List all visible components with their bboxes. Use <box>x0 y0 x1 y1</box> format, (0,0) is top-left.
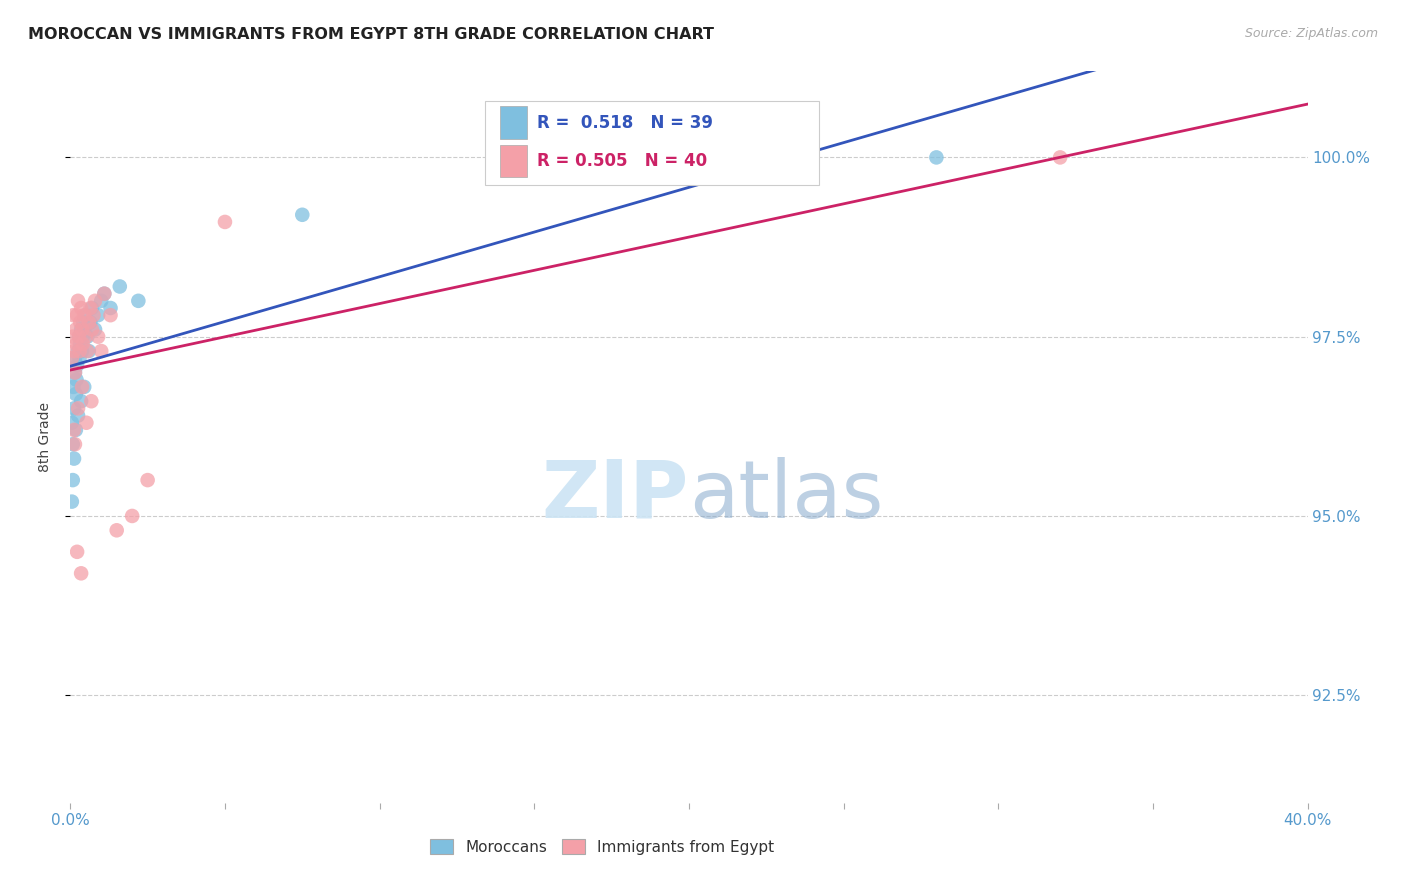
Point <box>84 293 107 308</box>
Point <box>60 351 83 366</box>
Point <box>77 344 100 359</box>
Point <box>60 416 83 430</box>
Point <box>70 344 93 359</box>
Point <box>70 394 93 409</box>
Text: atlas: atlas <box>689 457 883 534</box>
FancyBboxPatch shape <box>499 106 527 138</box>
Point <box>60 494 83 508</box>
Point <box>136 473 159 487</box>
Point <box>80 322 103 336</box>
Point <box>76 329 98 343</box>
Point <box>100 308 122 322</box>
Point <box>65 423 87 437</box>
Point <box>65 373 87 387</box>
Point <box>66 359 89 373</box>
Point <box>62 308 84 322</box>
Point <box>72 315 94 329</box>
Point <box>63 423 86 437</box>
Point <box>121 508 143 523</box>
Point <box>70 322 93 336</box>
Point <box>67 293 90 308</box>
Point <box>72 336 94 351</box>
Point <box>73 380 96 394</box>
Point <box>72 329 94 343</box>
Legend: Moroccans, Immigrants from Egypt: Moroccans, Immigrants from Egypt <box>425 833 780 861</box>
Point <box>69 344 91 359</box>
Y-axis label: 8th Grade: 8th Grade <box>38 402 52 472</box>
Point <box>70 301 93 315</box>
Point <box>79 301 101 315</box>
Point <box>73 322 96 336</box>
Point <box>90 293 112 308</box>
Point <box>214 215 236 229</box>
Point <box>63 366 86 380</box>
Point <box>82 308 105 322</box>
Point <box>108 279 131 293</box>
Point <box>75 416 97 430</box>
Text: ZIP: ZIP <box>541 457 689 534</box>
Point <box>93 286 115 301</box>
Point <box>75 329 97 343</box>
Point <box>90 344 112 359</box>
Point <box>93 286 115 301</box>
Point <box>69 315 91 329</box>
Point <box>65 322 87 336</box>
Point <box>66 545 89 559</box>
Text: R = 0.505   N = 40: R = 0.505 N = 40 <box>537 153 707 170</box>
Point <box>77 315 100 329</box>
FancyBboxPatch shape <box>499 145 527 178</box>
Point <box>70 322 93 336</box>
Point <box>69 336 91 351</box>
Point <box>80 394 103 409</box>
Text: MOROCCAN VS IMMIGRANTS FROM EGYPT 8TH GRADE CORRELATION CHART: MOROCCAN VS IMMIGRANTS FROM EGYPT 8TH GR… <box>28 27 714 42</box>
Point <box>291 208 314 222</box>
Point <box>62 329 84 343</box>
Point <box>76 344 98 359</box>
Text: Source: ZipAtlas.com: Source: ZipAtlas.com <box>1244 27 1378 40</box>
Point <box>80 301 103 315</box>
Point <box>63 366 86 380</box>
Point <box>925 150 948 164</box>
Point <box>67 329 90 343</box>
Point <box>63 451 86 466</box>
Point <box>67 329 90 343</box>
Point <box>67 344 90 359</box>
Point <box>127 293 149 308</box>
Text: R =  0.518   N = 39: R = 0.518 N = 39 <box>537 113 713 131</box>
FancyBboxPatch shape <box>485 101 818 185</box>
Point <box>63 401 86 416</box>
Point <box>73 308 96 322</box>
Point <box>63 437 86 451</box>
Point <box>70 380 93 394</box>
Point <box>67 401 90 416</box>
Point <box>79 315 101 329</box>
Point <box>67 409 90 423</box>
Point <box>62 473 84 487</box>
Point <box>100 301 122 315</box>
Point <box>65 336 87 351</box>
Point <box>63 344 86 359</box>
Point <box>87 308 110 322</box>
Point <box>62 437 84 451</box>
Point <box>66 308 89 322</box>
Point <box>63 351 86 366</box>
Point <box>75 308 97 322</box>
Point <box>84 322 107 336</box>
Point <box>87 329 110 343</box>
Point <box>69 351 91 366</box>
Point <box>62 380 84 394</box>
Point <box>1049 150 1071 164</box>
Point <box>105 524 128 538</box>
Point <box>65 387 87 401</box>
Point <box>70 566 93 581</box>
